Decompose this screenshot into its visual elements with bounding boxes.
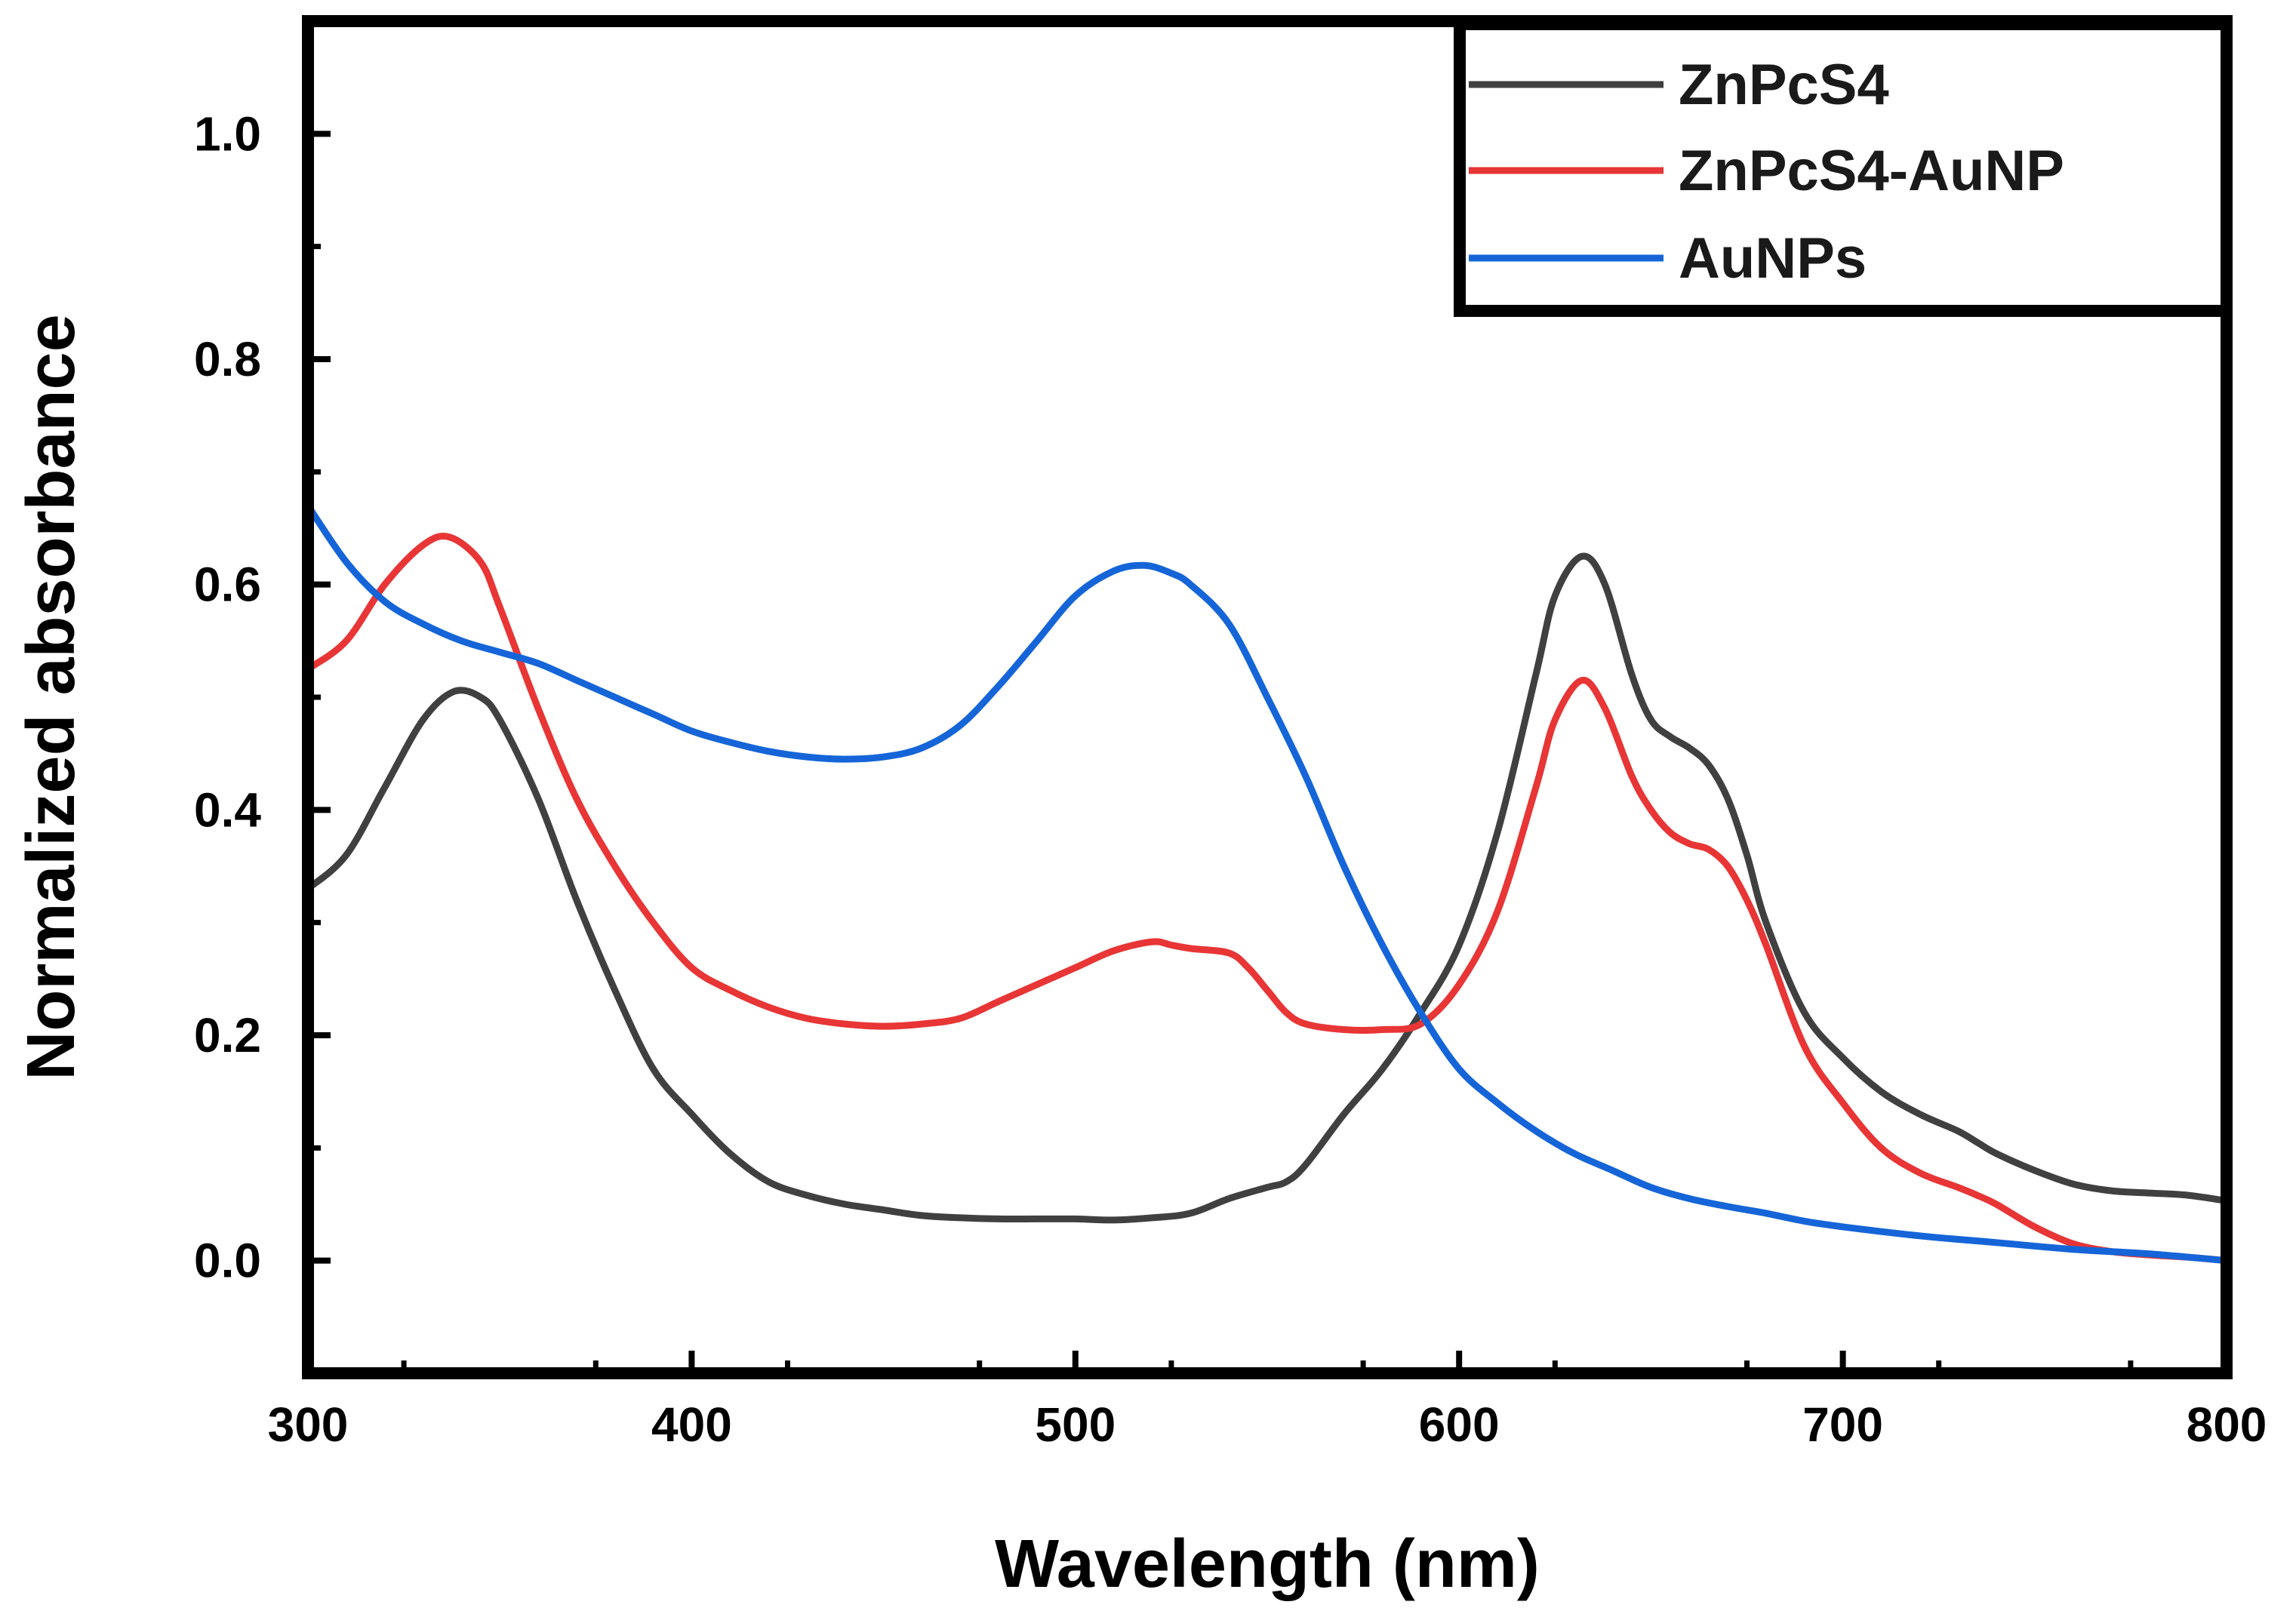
x-tick-label: 400 <box>651 1397 732 1452</box>
x-axis-title: Wavelength (nm) <box>995 1526 1540 1602</box>
y-tick-label: 1.0 <box>194 106 261 161</box>
series-line-aunps <box>308 502 2227 1265</box>
data-curves <box>308 502 2227 1265</box>
legend: ZnPcS4 ZnPcS4-AuNP AuNPs <box>1454 18 2233 317</box>
x-tick-label: 700 <box>1802 1397 1883 1452</box>
legend-entry-znpcs4: ZnPcS4 <box>1469 53 1889 117</box>
series-line-znpcs4-aunp <box>308 533 2227 1265</box>
x-tick-label: 800 <box>2187 1397 2267 1452</box>
legend-entry-znpcs4-aunp: ZnPcS4-AuNP <box>1469 139 2064 203</box>
x-tick-label: 600 <box>1419 1397 1500 1452</box>
tick-labels: 300 400 500 600 700 800 0.0 0.2 0.4 0.6 0.8 1.0 <box>194 106 2267 1452</box>
y-tick-label: 0.8 <box>194 332 261 386</box>
y-tick-label: 0.0 <box>194 1234 261 1288</box>
plot-frame <box>302 15 2233 1379</box>
legend-label-znpcs4-aunp: ZnPcS4-AuNP <box>1679 139 2064 203</box>
legend-label-aunps: AuNPs <box>1679 226 1867 291</box>
y-axis-title: Normalized absorbance <box>14 314 89 1080</box>
x-tick-label: 500 <box>1035 1397 1116 1452</box>
legend-entry-aunps: AuNPs <box>1469 226 1867 291</box>
y-tick-label: 0.4 <box>194 782 261 837</box>
series-line-znpcs4 <box>308 552 2227 1224</box>
y-tick-label: 0.6 <box>194 558 261 612</box>
y-tick-label: 0.2 <box>194 1008 261 1062</box>
x-tick-label: 300 <box>268 1397 349 1452</box>
legend-label-znpcs4: ZnPcS4 <box>1679 53 1889 117</box>
